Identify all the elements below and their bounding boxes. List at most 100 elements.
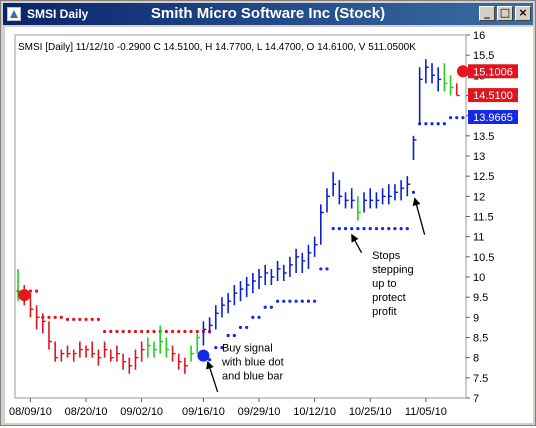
annotation-text: protect	[372, 292, 406, 304]
annotation-text: up to	[372, 278, 396, 290]
signal-dot	[197, 349, 210, 362]
red-stop-dot	[195, 329, 199, 334]
red-stop-dot	[115, 329, 119, 334]
title-bar[interactable]: SMSI Daily Smith Micro Software Inc (Sto…	[3, 3, 533, 25]
blue-stop-dot	[282, 299, 286, 303]
red-stop-dot	[35, 289, 39, 293]
red-stop-dot	[102, 329, 107, 334]
y-tick-label: 15.5	[473, 50, 494, 62]
blue-stop-dot	[430, 122, 434, 126]
blue-stop-dot	[331, 227, 335, 231]
y-tick-label: 13	[473, 151, 485, 163]
chart-area: 1615.51514.51413.51312.51211.51110.5109.…	[5, 27, 533, 423]
y-tick-label: 10	[473, 272, 485, 284]
red-stop-dot	[121, 329, 125, 334]
blue-stop-dot	[350, 227, 354, 231]
red-stop-dot	[183, 329, 187, 334]
x-tick-label: 10/12/10	[293, 406, 336, 418]
blue-stop-dot	[362, 227, 366, 231]
blue-stop-dot	[461, 116, 465, 120]
blue-stop-dot	[232, 333, 236, 338]
red-stop-dot	[72, 317, 76, 321]
window-label: SMSI Daily	[27, 7, 89, 21]
blue-stop-dot	[300, 299, 304, 303]
red-stop-dot	[127, 329, 131, 334]
y-tick-label: 8.5	[473, 333, 488, 345]
blue-stop-dot	[436, 122, 440, 126]
blue-stop-dot	[343, 227, 348, 231]
red-stop-dot	[78, 317, 82, 321]
y-tick-label: 8	[473, 353, 479, 365]
y-tick-label: 13.5	[473, 131, 494, 143]
blue-stop-dot	[325, 267, 329, 271]
red-stop-dot	[152, 329, 156, 334]
price-chart: 1615.51514.51413.51312.51211.51110.5109.…	[9, 30, 518, 418]
x-tick-label: 09/02/10	[120, 406, 163, 418]
y-tick-label: 12	[473, 191, 485, 203]
blue-stop-dot	[263, 305, 267, 309]
blue-stop-dot	[306, 299, 311, 303]
blue-stop-dot	[257, 315, 261, 319]
red-stop-dot	[189, 329, 193, 334]
blue-stop-dot	[356, 227, 360, 231]
blue-stop-dot	[238, 325, 243, 330]
annotation-text: and blue bar	[222, 371, 283, 383]
blue-stop-dot	[387, 227, 391, 231]
price-badge	[468, 110, 518, 125]
price-badge-label: 13.9665	[473, 112, 513, 124]
x-tick-label: 11/05/10	[405, 406, 447, 418]
price-badge-label: 15.1006	[473, 66, 513, 78]
blue-stop-dot	[313, 299, 317, 303]
blue-stop-dot	[411, 190, 416, 194]
red-stop-dot	[140, 329, 144, 334]
red-stop-dot	[133, 329, 138, 334]
y-tick-label: 7	[473, 393, 479, 405]
blue-stop-dot	[319, 267, 323, 271]
blue-stop-dot	[226, 333, 230, 338]
price-badge	[468, 64, 518, 79]
blue-stop-dot	[251, 315, 255, 319]
blue-stop-dot	[399, 227, 403, 231]
red-stop-dot	[96, 317, 101, 321]
x-tick-label: 09/29/10	[238, 406, 281, 418]
red-stop-dot	[47, 315, 51, 319]
info-line: SMSI [Daily] 11/12/10 -0.2900 C 14.5100,…	[18, 42, 416, 53]
blue-stop-dot	[275, 299, 280, 303]
annotation-text: Buy signal	[222, 343, 273, 355]
red-stop-dot	[28, 289, 33, 293]
red-stop-dot	[170, 329, 175, 334]
y-tick-label: 9.5	[473, 292, 488, 304]
blue-stop-dot	[208, 358, 212, 362]
y-tick-label: 11	[473, 232, 484, 244]
blue-stop-dot	[288, 299, 292, 303]
annotation-text: with blue dot	[221, 357, 284, 369]
blue-stop-dot	[368, 227, 372, 231]
app-icon	[7, 7, 21, 21]
blue-stop-dot	[337, 227, 341, 231]
x-tick-label: 08/20/10	[65, 406, 108, 418]
close-button[interactable]: ×	[515, 6, 531, 21]
price-badge-label: 14.5100	[473, 90, 513, 102]
x-tick-label: 08/09/10	[9, 406, 52, 418]
red-stop-dot	[146, 329, 150, 334]
y-tick-label: 16	[473, 30, 485, 42]
annotation-arrow	[351, 233, 363, 254]
red-stop-dot	[177, 329, 181, 334]
minimize-button[interactable]: _	[479, 6, 495, 21]
blue-stop-dot	[245, 325, 249, 330]
y-tick-label: 10.5	[473, 252, 494, 264]
y-tick-label: 9	[473, 312, 479, 324]
signal-dot	[456, 65, 469, 78]
maximize-button[interactable]: □	[497, 6, 513, 21]
annotation-text: Stops	[372, 250, 401, 262]
red-stop-dot	[109, 329, 113, 334]
price-badge	[468, 88, 518, 103]
red-stop-dot	[164, 329, 168, 334]
red-stop-dot	[90, 317, 94, 321]
blue-stop-dot	[269, 305, 273, 309]
y-tick-label: 11.5	[473, 212, 494, 224]
blue-stop-dot	[424, 122, 428, 126]
blue-stop-dot	[220, 345, 224, 350]
blue-stop-dot	[294, 299, 298, 303]
